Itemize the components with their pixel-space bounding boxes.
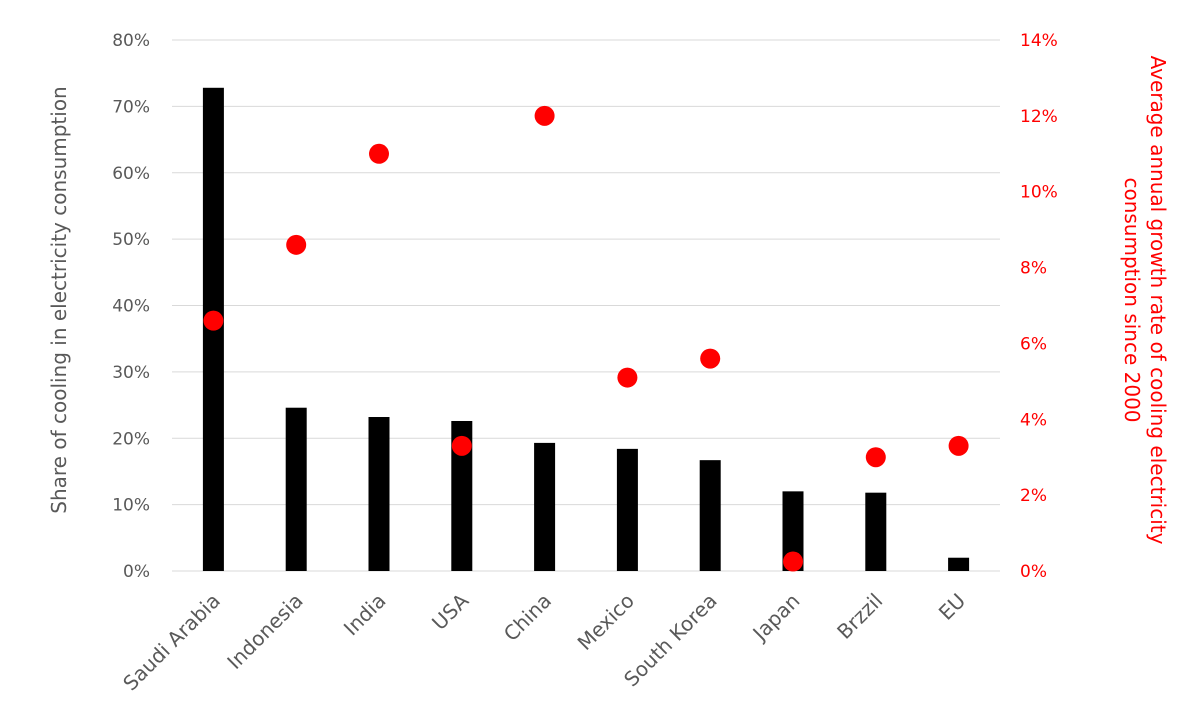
left-tick-label: 50% — [112, 230, 150, 250]
growth-point — [369, 143, 389, 164]
right-axis-ticks: 0% 2% 4% 6% 8% 10% 12% 14% — [1020, 31, 1058, 582]
bar — [699, 460, 721, 571]
category-label: Saudi Arabia — [118, 589, 225, 696]
right-axis-title: Average annual growth rate of cooling el… — [1120, 56, 1170, 545]
growth-point — [865, 447, 886, 468]
category-label: USA — [427, 588, 473, 634]
category-label: Japan — [747, 589, 805, 647]
category-label: Indonesia — [222, 589, 307, 674]
right-tick-label: 8% — [1020, 259, 1047, 279]
category-label: India — [339, 589, 391, 641]
bar — [534, 442, 556, 571]
bar — [865, 492, 887, 571]
category-label: EU — [934, 589, 970, 625]
right-tick-label: 0% — [1020, 562, 1047, 582]
growth-point — [534, 105, 555, 126]
left-tick-label: 70% — [112, 97, 150, 117]
growth-point — [203, 310, 224, 331]
left-tick-label: 0% — [123, 562, 150, 582]
category-label: China — [499, 589, 556, 646]
bar — [616, 448, 638, 571]
left-tick-label: 30% — [112, 363, 150, 383]
bars — [202, 87, 970, 571]
category-label: Mexico — [573, 589, 639, 655]
category-label: Brzzil — [832, 589, 887, 644]
gridlines — [172, 39, 1000, 572]
left-tick-label: 20% — [112, 429, 150, 449]
right-tick-label: 2% — [1020, 486, 1047, 506]
growth-point — [783, 551, 803, 572]
bar — [948, 557, 970, 571]
left-tick-label: 40% — [112, 297, 150, 317]
left-tick-label: 60% — [112, 164, 150, 184]
growth-point — [286, 234, 307, 255]
growth-point — [948, 435, 969, 456]
bar — [782, 491, 804, 571]
right-tick-label: 12% — [1020, 107, 1058, 127]
left-axis-ticks: 0% 10% 20% 30% 40% 50% 60% 70% 80% — [112, 31, 150, 582]
growth-point — [451, 435, 472, 456]
right-axis-title-line: consumption since 2000 — [1120, 177, 1144, 422]
bar — [285, 407, 307, 571]
growth-point — [617, 367, 638, 388]
bar — [368, 417, 390, 571]
right-tick-label: 4% — [1020, 410, 1047, 430]
left-axis-title: Share of cooling in electricity consumpt… — [47, 86, 71, 513]
growth-points — [203, 105, 969, 572]
right-tick-label: 6% — [1020, 334, 1047, 354]
right-tick-label: 10% — [1020, 183, 1058, 203]
right-tick-label: 14% — [1020, 31, 1058, 51]
bar — [451, 420, 473, 571]
right-axis-title-line: Average annual growth rate of cooling el… — [1146, 56, 1170, 545]
left-tick-label: 10% — [112, 496, 150, 516]
growth-point — [700, 348, 721, 369]
left-tick-label: 80% — [112, 31, 150, 51]
